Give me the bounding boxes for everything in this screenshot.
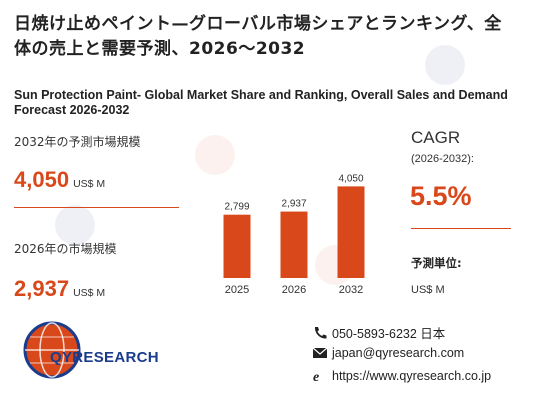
forecast-size-value: 4,050 US$ M: [14, 167, 105, 193]
contact-phone: 050-5893-6232 日本: [312, 323, 445, 342]
watermark-logo-icon: [55, 205, 95, 245]
phone-number: 050-5893-6232 日本: [332, 327, 446, 341]
page-subtitle: Sun Protection Paint- Global Market Shar…: [14, 88, 508, 117]
website-link[interactable]: https://www.qyresearch.co.jp: [332, 369, 492, 383]
category-label: 2025: [225, 284, 249, 296]
globe-logo-icon: [23, 321, 81, 379]
bar-value-label: 4,050: [338, 173, 363, 184]
watermark-logo-icon: [425, 45, 465, 85]
bar-value-label: 2,937: [281, 199, 306, 210]
email-link[interactable]: japan@qyresearch.com: [332, 346, 465, 360]
current-size-number: 2,937: [14, 276, 70, 301]
forecast-size-number: 4,050: [14, 167, 70, 192]
watermark-logo-icon: [195, 135, 235, 175]
logo-text: QYRESEARCH: [50, 349, 159, 366]
phone-icon: [314, 326, 327, 339]
bar-2032: [337, 186, 365, 278]
divider: [14, 207, 179, 208]
svg-text:e: e: [313, 370, 319, 383]
envelope-icon: [312, 347, 328, 358]
bar-value-label: 2,799: [224, 202, 249, 213]
web-icon: e: [313, 370, 319, 383]
current-size-value: 2,937 US$ M: [14, 276, 105, 302]
bar-2025: [223, 214, 251, 278]
forecast-unit-title: 予測単位:: [411, 256, 462, 270]
contact-email[interactable]: japan@qyresearch.com: [312, 346, 464, 360]
current-size-label: 2026年の市場規模: [14, 242, 117, 256]
bar-2026: [280, 211, 308, 278]
forecast-unit-value: US$ M: [411, 284, 445, 296]
forecast-size-unit: US$ M: [73, 178, 106, 190]
category-label: 2032: [339, 284, 363, 296]
page-title: 日焼け止めペイント—グローバル市場シェアとランキング、全体の売上と需要予測、20…: [14, 14, 502, 59]
category-label: 2026: [282, 284, 306, 296]
market-size-bar-chart: 2,799 2025 2,937 2026 4,050 2032: [223, 173, 365, 296]
current-size-unit: US$ M: [73, 287, 106, 299]
contact-website[interactable]: e https://www.qyresearch.co.jp: [312, 369, 491, 383]
cagr-period: (2026-2032):: [411, 153, 474, 165]
cagr-value: 5.5%: [410, 181, 472, 211]
divider: [411, 228, 511, 229]
cagr-title: CAGR: [411, 128, 461, 147]
forecast-size-label: 2032年の予測市場規模: [14, 135, 141, 149]
